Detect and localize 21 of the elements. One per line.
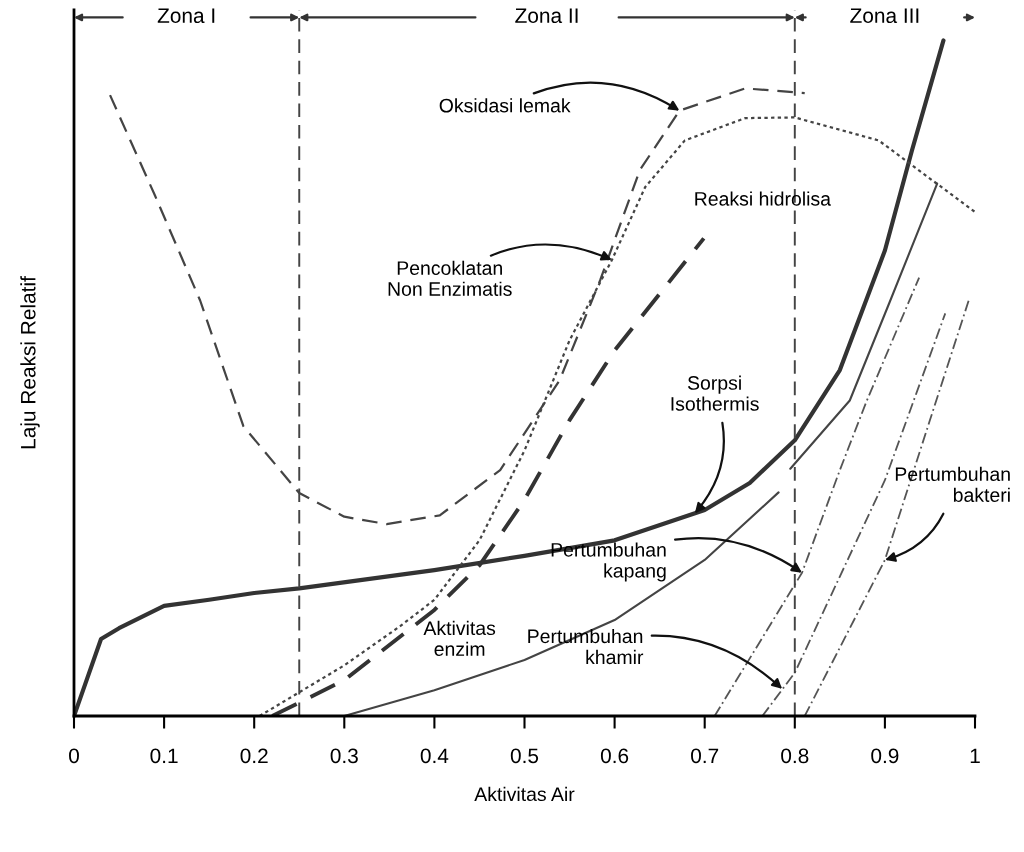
annotation: Aktivitas enzim	[423, 620, 496, 657]
x-tick-label: 0.1	[150, 748, 178, 764]
annotation: Sorpsi Isothermis	[671, 375, 759, 411]
x-tick-label: 1	[970, 748, 980, 764]
x-axis-title: Aktivitas Air	[474, 786, 575, 802]
x-tick-label: 0.8	[781, 748, 809, 764]
annotation: Oksidasi lemak	[439, 98, 571, 113]
annotation: Pertumbuhan kapang	[551, 542, 666, 582]
y-axis-title: Laju Reaksi Relatif	[20, 276, 40, 449]
text: Zona I	[157, 8, 215, 24]
x-tick-label: 0.5	[510, 748, 539, 764]
x-tick-label: 0.6	[600, 748, 629, 764]
text: Zona III	[850, 8, 919, 24]
x-tick-label: 0.3	[330, 748, 358, 764]
annotation: Pencoklatan Non Enzimatis	[388, 260, 512, 296]
x-tick-label: 0.2	[240, 748, 268, 764]
x-tick-label: 0.9	[871, 748, 899, 764]
x-tick-label: 0.4	[420, 748, 449, 764]
x-tick-label: 0.7	[691, 748, 719, 764]
text: Zona II	[515, 8, 578, 24]
x-tick-label: 0	[69, 748, 79, 764]
